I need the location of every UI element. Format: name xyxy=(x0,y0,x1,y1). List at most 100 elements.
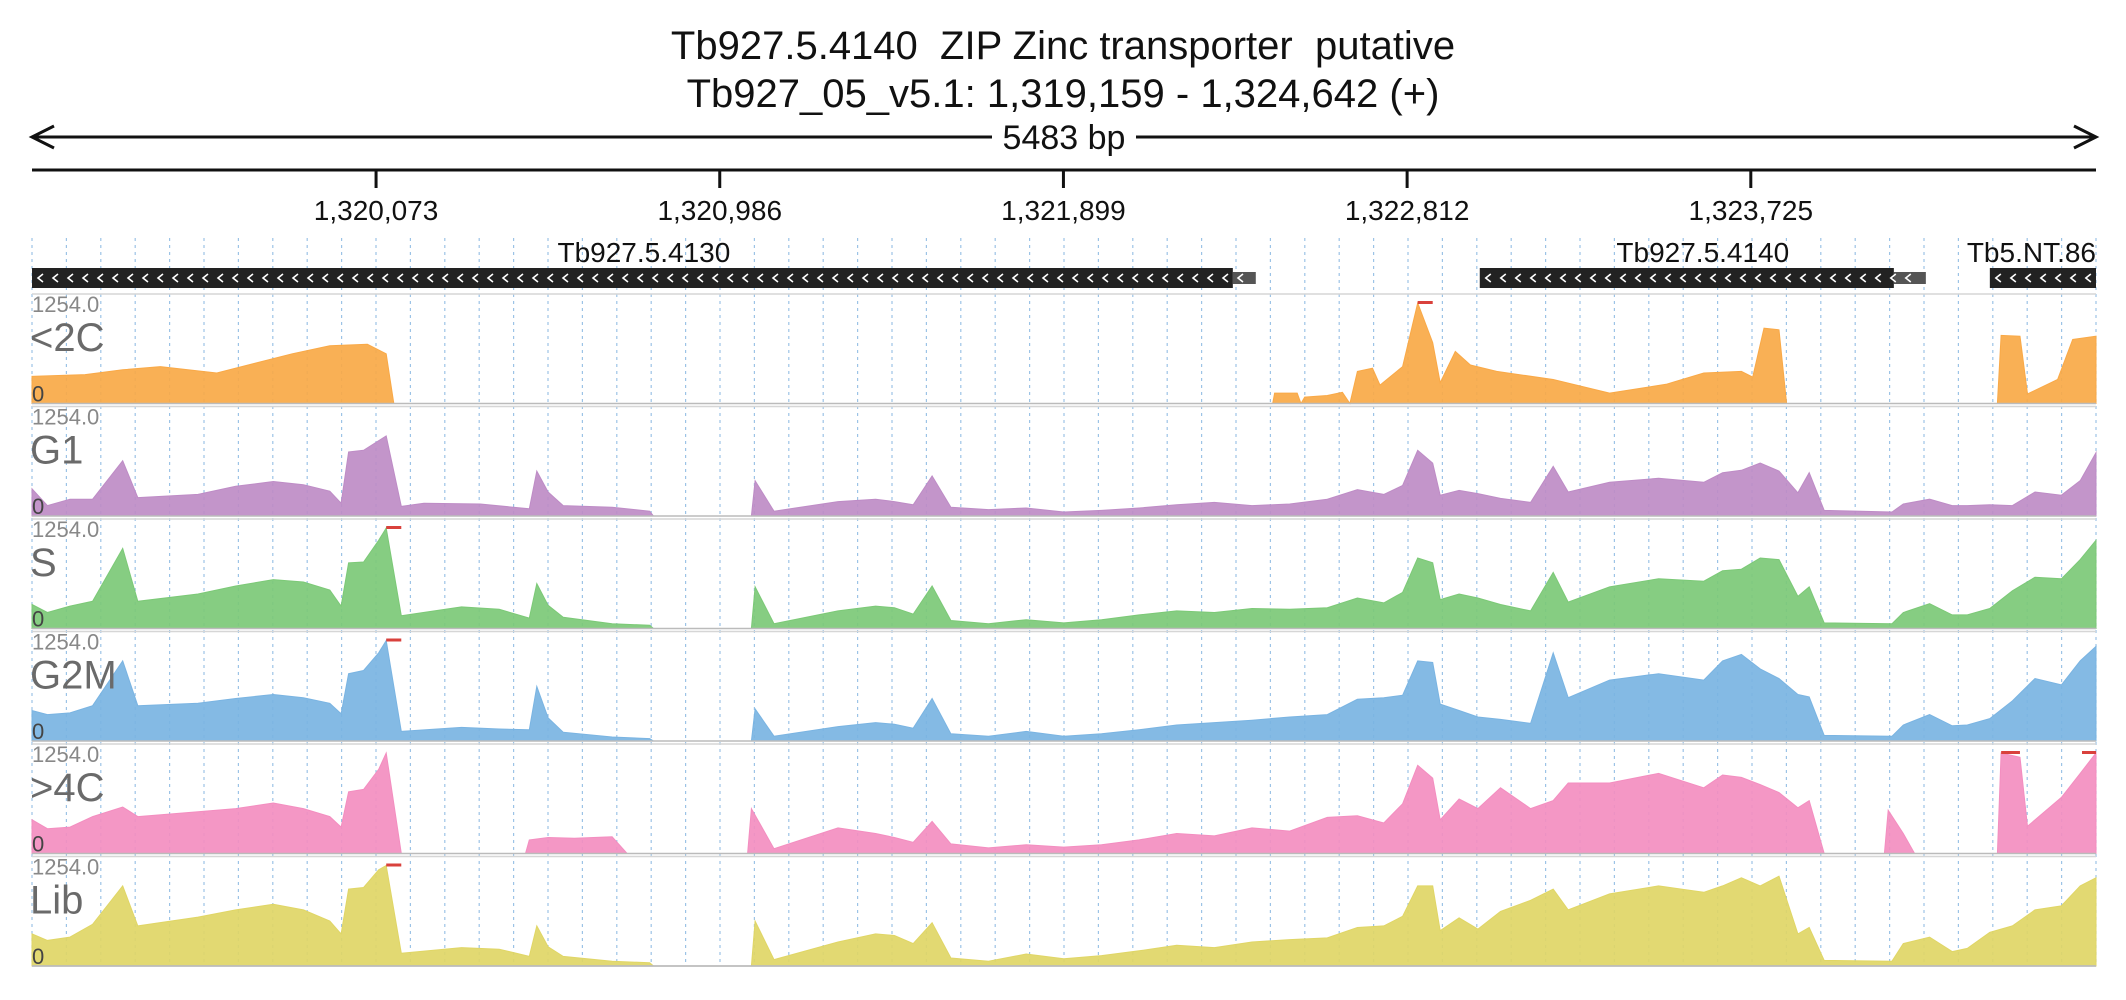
gene-body-1 xyxy=(1479,268,1894,288)
gene-strand-arrow xyxy=(1769,273,1777,283)
gene-strand-arrow xyxy=(1904,273,1912,283)
gene-strand-arrow xyxy=(1236,273,1244,283)
gene-strand-arrow xyxy=(1634,273,1642,283)
gene-strand-arrow xyxy=(696,273,704,283)
coverage-area-2 xyxy=(31,526,2097,629)
gene-strand-arrow xyxy=(876,273,884,283)
gene-strand-arrow xyxy=(336,273,344,283)
overflow-marker xyxy=(386,526,402,529)
gene-strand-arrow xyxy=(261,273,269,283)
gene-strand-arrow xyxy=(1859,273,1867,283)
gene-strand-arrow xyxy=(1559,273,1567,283)
ruler-tick-label-2: 1,321,899 xyxy=(1001,195,1126,226)
gene-strand-arrow xyxy=(1514,273,1522,283)
track-name-1: G1 xyxy=(30,429,83,473)
track-3: 1254.0 0 G2M xyxy=(30,630,2097,744)
gene-strand-arrow xyxy=(396,273,404,283)
track-ymax-label-5: 1254.0 xyxy=(32,855,99,880)
gene-body-0 xyxy=(32,268,1233,288)
coverage-tracks: 1254.00<2C1254.00G11254.00S1254.00G2M125… xyxy=(30,292,2097,969)
gene-strand-arrow xyxy=(1664,273,1672,283)
gene-strand-arrow xyxy=(1799,273,1807,283)
gene-strand-arrow xyxy=(171,273,179,283)
gene-strand-arrow xyxy=(1754,273,1762,283)
gene-strand-arrow xyxy=(51,273,59,283)
gene-strand-arrow xyxy=(1739,273,1747,283)
gene-strand-arrow xyxy=(231,273,239,283)
coverage-area-0 xyxy=(31,301,2097,405)
gene-strand-arrow xyxy=(651,273,659,283)
gene-strand-arrow xyxy=(1814,273,1822,283)
gene-strand-arrow xyxy=(1529,273,1537,283)
span-arrow: 5483 bp xyxy=(28,119,2100,157)
overflow-marker xyxy=(386,863,402,867)
gene-strand-arrow xyxy=(456,273,464,283)
gene-strand-arrow xyxy=(141,273,149,283)
gene-strand-arrow xyxy=(1724,273,1732,283)
gene-body-2 xyxy=(1989,268,2096,288)
gene-strand-arrow xyxy=(1011,273,1019,283)
overflow-marker xyxy=(1417,301,1433,304)
gene-strand-arrow xyxy=(1649,273,1657,283)
gene-strand-arrow xyxy=(891,273,899,283)
gene-strand-arrow xyxy=(111,273,119,283)
gene-strand-arrow xyxy=(381,273,389,283)
gene-strand-arrow xyxy=(576,273,584,283)
gene-strand-arrow xyxy=(816,273,824,283)
track-ymax-label-1: 1254.0 xyxy=(32,405,99,430)
span-arrowhead-right xyxy=(2073,124,2100,150)
gene-label-1: Tb927.5.4140 xyxy=(1616,237,1789,268)
gene-strand-arrow xyxy=(681,273,689,283)
span-arrowhead-left xyxy=(28,124,55,150)
gene-strand-arrow xyxy=(756,273,764,283)
ruler-tick-label-1: 1,320,986 xyxy=(657,195,782,226)
gene-strand-arrow xyxy=(831,273,839,283)
gene-label-2: Tb5.NT.86 xyxy=(1967,237,2096,268)
gene-utr-0 xyxy=(1232,272,1256,284)
track-ymin-label-4: 0 xyxy=(32,832,44,857)
chart-title: Tb927.5.4140 ZIP Zinc transporter putati… xyxy=(0,22,2126,118)
overflow-marker xyxy=(2082,751,2096,754)
gene-strand-arrow xyxy=(1221,273,1229,283)
gene-strand-arrow xyxy=(66,273,74,283)
gene-strand-arrow xyxy=(2024,273,2032,283)
gene-strand-arrow xyxy=(441,273,449,283)
gene-strand-arrow xyxy=(1116,273,1124,283)
gene-strand-arrow xyxy=(801,273,809,283)
gene-strand-arrow xyxy=(426,273,434,283)
overflow-marker xyxy=(2001,751,2020,754)
gene-strand-arrow xyxy=(636,273,644,283)
gene-strand-arrow xyxy=(666,273,674,283)
gene-strand-arrow xyxy=(1679,273,1687,283)
track-0: 1254.0 0 <2C xyxy=(30,292,2097,407)
coordinate-ruler: 1,320,073 1,320,986 1,321,899 1,322,812 1,32… xyxy=(32,168,2096,226)
gene-strand-arrow xyxy=(1844,273,1852,283)
gene-strand-arrow xyxy=(1131,273,1139,283)
gene-strand-arrow xyxy=(1484,273,1492,283)
gene-strand-arrow xyxy=(246,273,254,283)
gene-strand-arrow xyxy=(1041,273,1049,283)
gene-strand-arrow xyxy=(531,273,539,283)
track-name-3: G2M xyxy=(30,654,117,698)
gene-strand-arrow xyxy=(951,273,959,283)
track-name-5: Lib xyxy=(30,879,83,923)
gene-strand-arrow xyxy=(1604,273,1612,283)
gene-strand-arrow xyxy=(846,273,854,283)
track-1: 1254.0 0 G1 xyxy=(30,405,2097,519)
track-ymin-label-1: 0 xyxy=(32,494,44,519)
track-ymin-label-3: 0 xyxy=(32,719,44,744)
gene-strand-arrow xyxy=(96,273,104,283)
track-ymin-label-2: 0 xyxy=(32,607,44,632)
gene-strand-arrow xyxy=(1694,273,1702,283)
track-ymax-label-4: 1254.0 xyxy=(32,742,99,767)
span-length-label: 5483 bp xyxy=(1003,119,1126,157)
gene-strand-arrow xyxy=(906,273,914,283)
gene-strand-arrow xyxy=(156,273,164,283)
gene-strand-arrow xyxy=(126,273,134,283)
track-4: 1254.0 0 >4C xyxy=(30,742,2097,857)
gene-utr-1 xyxy=(1893,272,1926,284)
gene-strand-arrow xyxy=(1619,273,1627,283)
gene-strand-arrow xyxy=(621,273,629,283)
gene-strand-arrow xyxy=(2009,273,2017,283)
